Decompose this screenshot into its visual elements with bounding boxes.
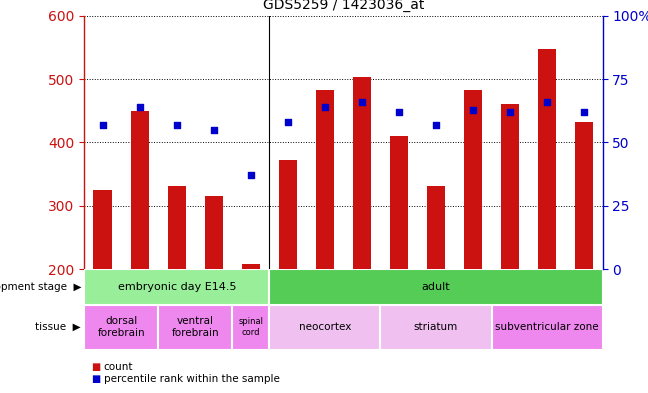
Point	[431, 121, 441, 128]
Point	[172, 121, 182, 128]
Point	[505, 109, 515, 115]
Point	[209, 127, 219, 133]
Point	[394, 109, 404, 115]
Bar	[427, 185, 445, 269]
Bar	[270, 305, 380, 350]
Bar	[270, 269, 603, 305]
Point	[319, 104, 330, 110]
Point	[246, 172, 256, 178]
Text: adult: adult	[422, 282, 450, 292]
Point	[468, 107, 478, 113]
Bar	[84, 305, 158, 350]
Bar	[464, 90, 482, 269]
Bar	[380, 305, 492, 350]
Text: dorsal
forebrain: dorsal forebrain	[97, 316, 145, 338]
Point	[135, 104, 145, 110]
Bar	[242, 264, 260, 269]
Point	[579, 109, 589, 115]
Text: count: count	[104, 362, 133, 373]
Bar	[168, 185, 186, 269]
Text: ■: ■	[91, 362, 100, 373]
Point	[357, 99, 367, 105]
Bar	[538, 49, 557, 269]
Text: development stage  ▶: development stage ▶	[0, 282, 81, 292]
Bar	[389, 136, 408, 269]
Text: ■: ■	[91, 374, 100, 384]
Bar	[158, 305, 233, 350]
Text: tissue  ▶: tissue ▶	[36, 322, 81, 332]
Bar	[575, 122, 594, 269]
Text: striatum: striatum	[414, 322, 458, 332]
Bar	[501, 105, 519, 269]
Bar	[492, 305, 603, 350]
Text: spinal
cord: spinal cord	[238, 318, 263, 337]
Text: neocortex: neocortex	[299, 322, 351, 332]
Bar	[205, 196, 223, 269]
Bar	[316, 90, 334, 269]
Text: ventral
forebrain: ventral forebrain	[172, 316, 219, 338]
Text: percentile rank within the sample: percentile rank within the sample	[104, 374, 279, 384]
Point	[542, 99, 552, 105]
Title: GDS5259 / 1423036_at: GDS5259 / 1423036_at	[262, 0, 424, 12]
Point	[98, 121, 108, 128]
Text: embryonic day E14.5: embryonic day E14.5	[117, 282, 236, 292]
Point	[283, 119, 293, 125]
Bar	[93, 190, 112, 269]
Text: subventricular zone: subventricular zone	[495, 322, 599, 332]
Bar	[353, 77, 371, 269]
Bar	[233, 305, 270, 350]
Bar	[130, 111, 149, 269]
Bar	[84, 269, 270, 305]
Bar	[279, 160, 297, 269]
